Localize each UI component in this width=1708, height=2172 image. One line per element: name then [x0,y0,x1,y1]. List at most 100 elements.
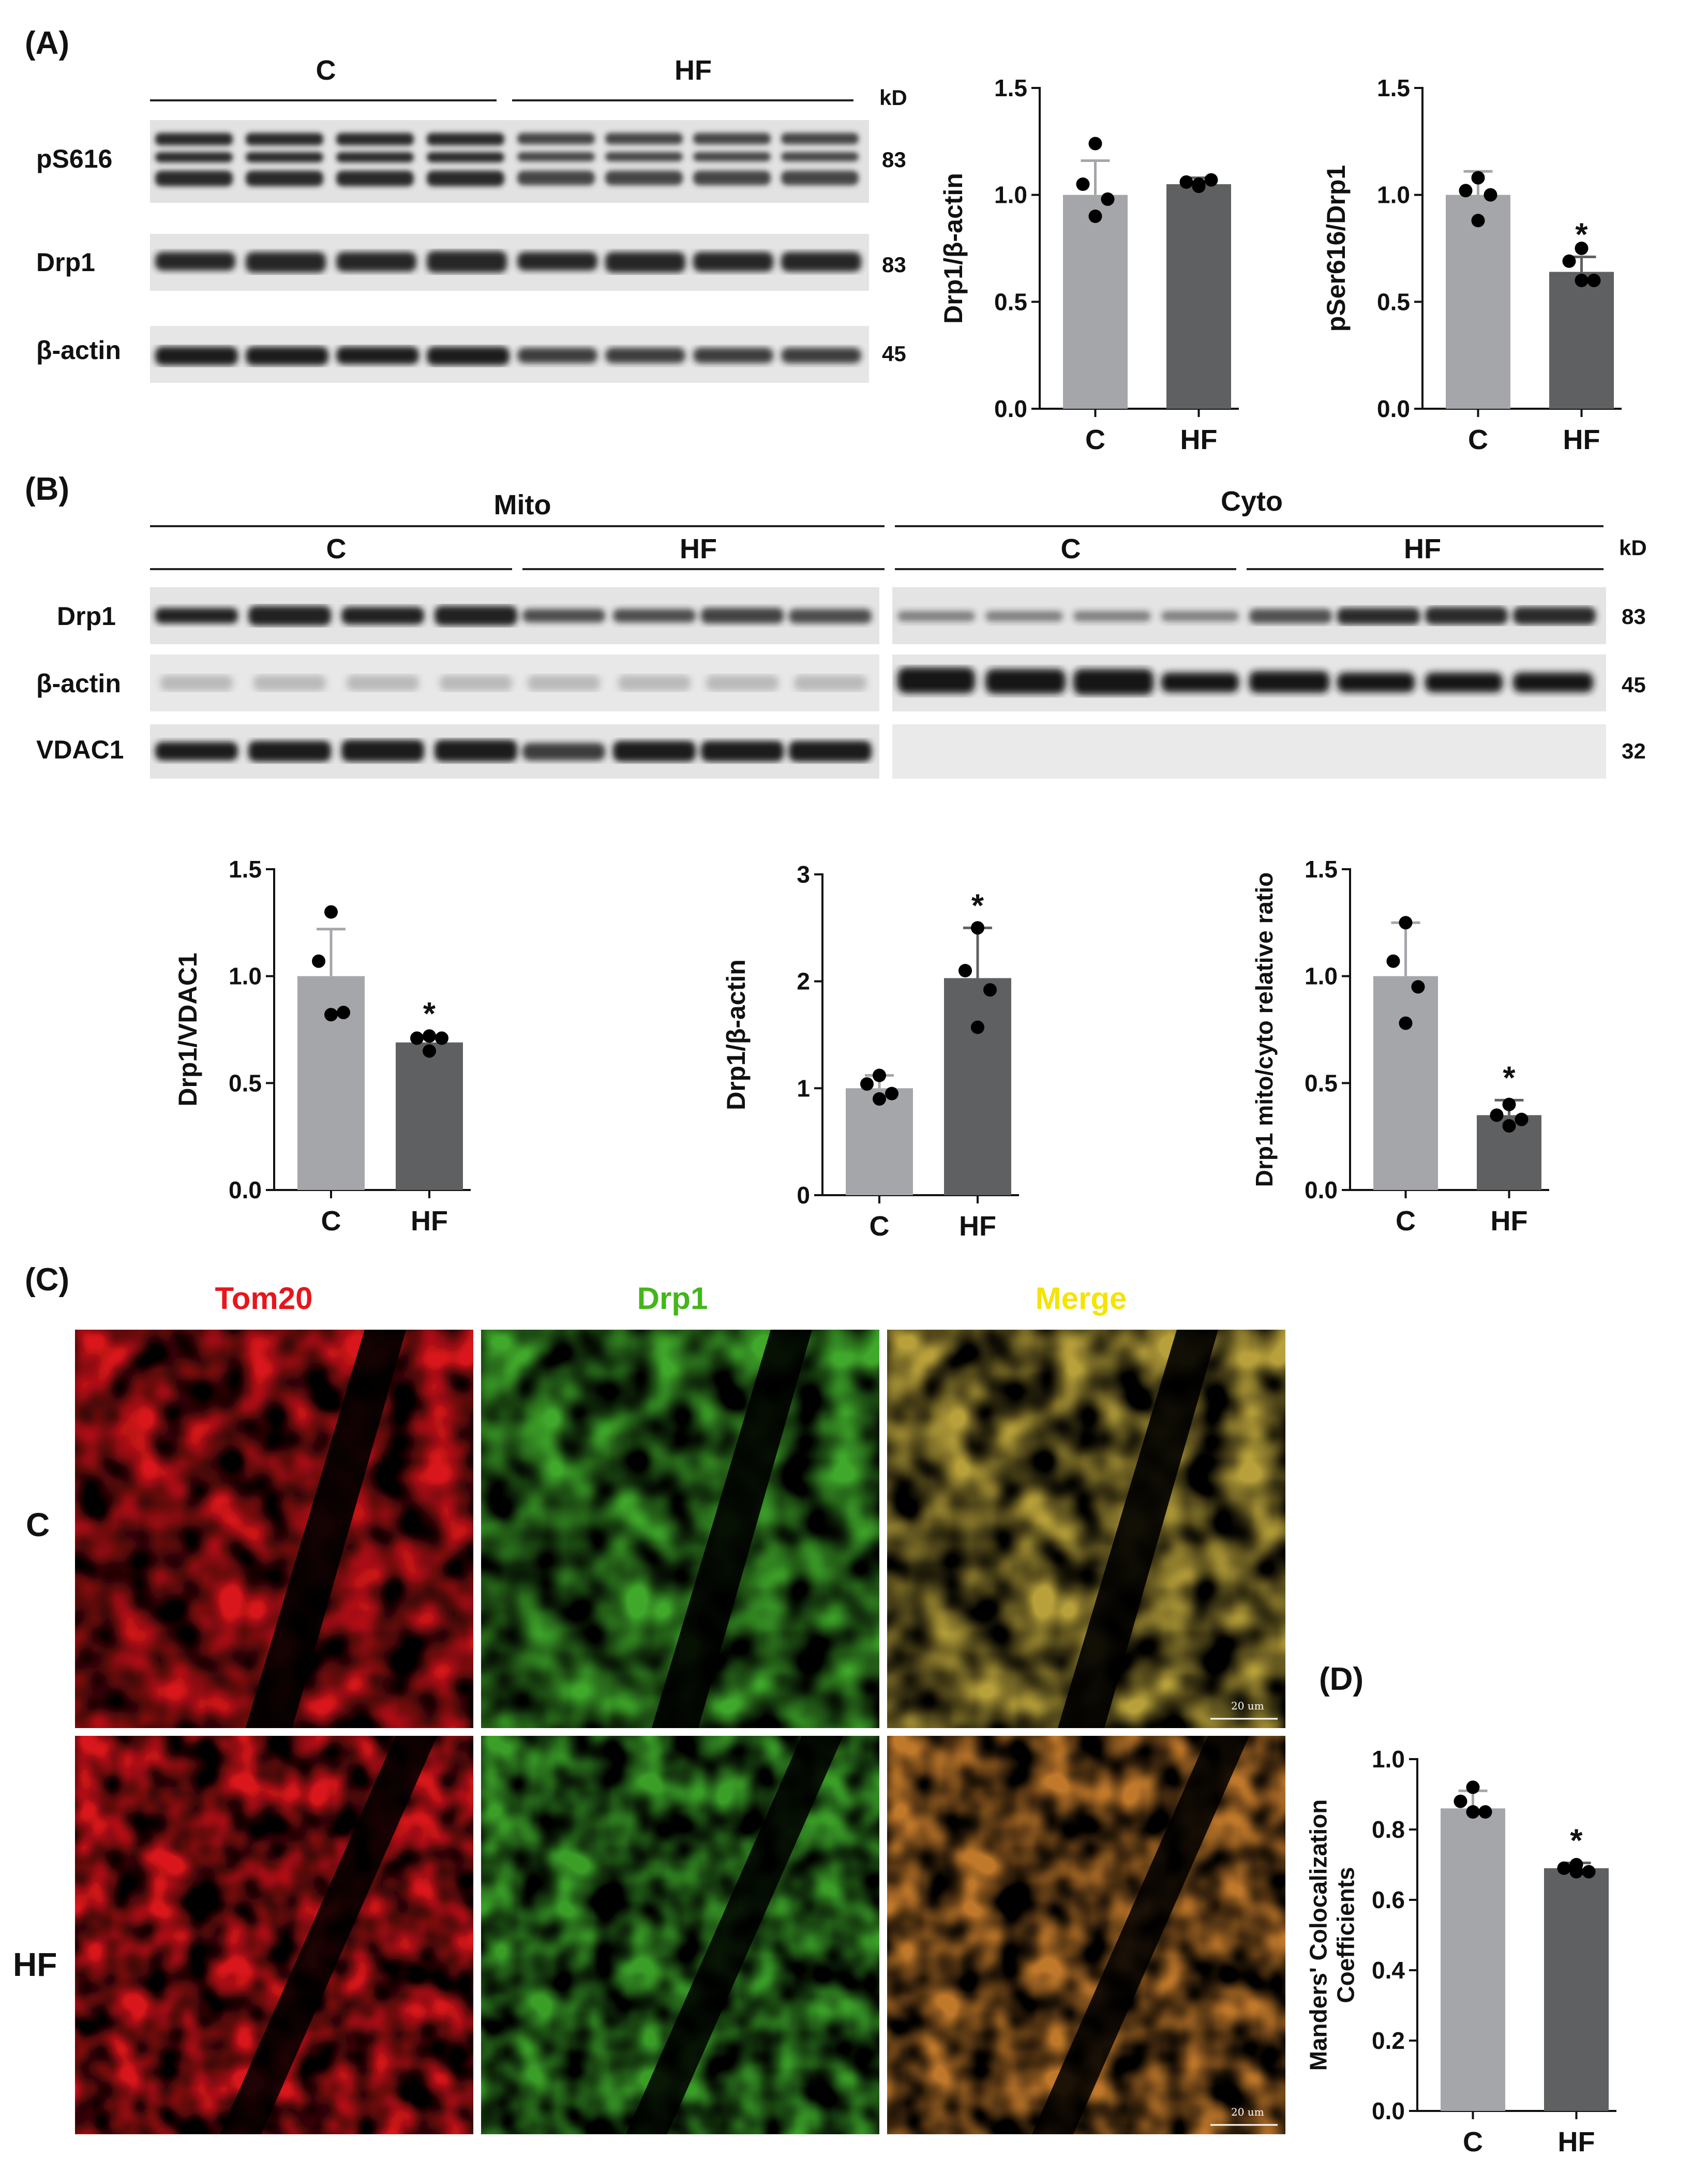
chart-b3-data-point [1490,1108,1504,1122]
kd-ps616: 83 [882,147,906,172]
western-blot-beta-actin [150,326,869,383]
chart-b1-y-axis-label: Drp1/VDAC1 [173,953,202,1106]
scale-bar-label-control: 20 um [1231,1700,1264,1712]
row-label-hf: HF [13,1946,57,1983]
chart-d-data-point [1478,1805,1492,1819]
micrograph-hf-drp1 [481,1736,879,2134]
channel-label-merge: Merge [1035,1281,1127,1316]
western-blot-ps616 [150,120,869,203]
chart-b1-x-tick-label: C [321,1206,341,1237]
chart-a1-y-tick-label: 0.0 [994,395,1027,422]
chart-b2-data-point [885,1087,898,1100]
chart-d-data-point [1582,1865,1596,1879]
chart-b3-y-tick-label: 0.0 [1305,1177,1338,1203]
chart-d-data-point [1454,1794,1467,1808]
chart-b1-y-tick-label: 0.0 [229,1177,262,1203]
kd-b-beta-actin: 45 [1622,673,1646,697]
chart-d-y-tick-label: 0.4 [1372,1957,1405,1984]
chart-b2-data-point [971,921,984,935]
chart-b1-data-point [312,954,325,968]
chart-b3-data-point [1502,1097,1516,1111]
chart-a1-bar-hf [1166,184,1231,409]
chart-b2-data-point [958,964,972,977]
chart-a1-y-tick-label: 1.5 [994,75,1027,101]
chart-d-data-point [1569,1865,1583,1879]
chart-b1-significance-star: * [423,996,436,1032]
chart-b3-y-tick-label: 0.5 [1305,1069,1338,1096]
chart-d-x-tick-label: HF [1558,2126,1595,2158]
chart-b3-data-point [1386,954,1400,968]
chart-d-y-axis-label-line1: Manders' Colocalization [1305,1799,1332,2071]
chart-b3-x-tick-label: C [1396,1206,1416,1237]
cyto-line-hf [1247,568,1604,570]
blot-label-beta-actin: β-actin [36,336,121,365]
chart-b2-x-tick-label: C [870,1211,890,1242]
chart-a2-y-tick-label: 1.5 [1377,75,1410,101]
row-label-control: C [26,1506,50,1543]
chart-a1-data-point [1088,137,1102,151]
chart-b2-y-tick-label: 2 [797,968,810,995]
chart-a2-bar-hf [1549,272,1614,409]
chart-a1-y-tick-label: 0.5 [994,288,1027,315]
chart-d-data-point [1466,1805,1480,1819]
chart-b1-data-point [324,905,338,919]
chart-a1-data-point [1088,210,1102,223]
panel-a-label: (A) [25,25,70,61]
chart-b1-data-point [435,1031,448,1045]
chart-a2-svg: 0.0 0.5 1.0 1.5 pSer616/Drp1 C HF * [1322,75,1622,455]
western-blot-b-beta-actin-mito [150,654,879,711]
chart-a1-bar-c [1063,195,1128,409]
mito-line-control [150,568,512,570]
chart-b3-data-point [1411,980,1425,994]
chart-d-significance-star: * [1570,1823,1583,1859]
kd-header: kD [879,85,907,110]
chart-d-y-axis-label-line2: Coefficients [1332,1867,1359,2003]
western-blot-drp1 [150,234,869,291]
chart-b3-y-tick-label: 1.5 [1305,856,1338,883]
western-blot-b-vdac1-mito [150,724,879,779]
chart-d-svg: 0.0 0.2 0.4 0.6 0.8 1.0 Manders' Colocalizatio… [1305,1746,1616,2158]
chart-a2-y-axis-label: pSer616/Drp1 [1322,165,1351,332]
chart-d-y-tick-label: 0.8 [1372,1816,1405,1843]
blot-b-label-beta-actin: β-actin [36,669,121,698]
chart-a2-data-point [1459,184,1473,198]
chart-b1: 0.0 0.5 1.0 1.5 Drp1/VDAC1 C HF * [145,807,538,1260]
chart-d-y-tick-label: 0.0 [1372,2097,1405,2124]
channel-label-drp1: Drp1 [637,1281,708,1316]
blot-label-ps616: pS616 [36,144,113,173]
chart-a2: 0.0 0.5 1.0 1.5 pSer616/Drp1 C HF * [1293,31,1666,479]
chart-b2-data-point [873,1068,886,1082]
chart-b1-data-point [410,1031,424,1045]
chart-d-bar-hf [1544,1868,1609,2111]
chart-b3-y-axis-label: Drp1 mito/cyto relative ratio [1251,872,1278,1187]
chart-b3-significance-star: * [1503,1060,1516,1096]
blot-b-label-drp1: Drp1 [57,602,116,631]
cyto-group-control: C [1060,533,1081,564]
chart-a1-svg: 0.0 0.5 1.0 1.5 Drp1/β-actin C HF [939,75,1239,455]
chart-d-y-tick-label: 0.2 [1372,2027,1405,2054]
chart-d-data-point [1466,1780,1480,1794]
chart-b1-y-tick-label: 0.5 [229,1069,262,1096]
chart-b2-svg: 0 1 2 3 Drp1/β-actin C HF * [722,861,1019,1242]
micrograph-hf-tom20 [75,1736,473,2134]
chart-d-bar-c [1441,1808,1505,2111]
mito-group-control: C [326,533,347,564]
chart-d-y-axis-label: Manders' ColocalizationCoefficients [1305,1799,1359,2071]
micrograph-hf-merge: 20 um [887,1736,1285,2134]
chart-b2-bar-c [846,1088,913,1195]
chart-a2-y-tick-label: 0.5 [1377,288,1410,315]
chart-b1-x-tick-label: HF [411,1206,448,1237]
chart-b1-y-tick-label: 1.5 [229,856,262,883]
scale-bar-label-hf: 20 um [1231,2106,1264,2118]
chart-a2-data-point [1575,274,1589,287]
panel-b-label: (B) [25,471,70,507]
chart-b2-y-axis-label: Drp1/β-actin [722,959,751,1110]
kd-beta-actin: 45 [882,341,906,366]
fraction-label-mito: Mito [493,489,551,520]
mito-line-hf [522,568,885,570]
chart-b3-data-point [1515,1112,1529,1126]
group-label-hf: HF [675,55,712,86]
blot-b-label-vdac1: VDAC1 [36,735,124,764]
chart-a2-significance-star: * [1575,217,1588,253]
fraction-line-cyto [895,525,1604,527]
